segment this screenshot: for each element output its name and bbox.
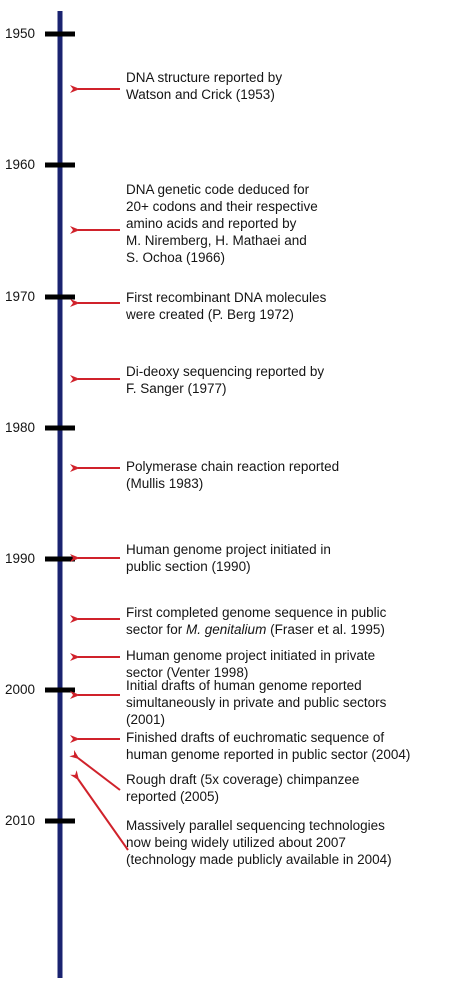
event-text: Human genome project initiated in privat…: [126, 647, 375, 681]
event-text-segment: sector for: [126, 622, 187, 637]
event-text-segment: Initial drafts of human genome reported: [126, 678, 362, 693]
event-text: Massively parallel sequencing technologi…: [126, 817, 392, 868]
event-arrow: [70, 770, 129, 851]
event-text: Polymerase chain reaction reported (Mulli…: [126, 458, 339, 492]
event-arrow: [69, 749, 121, 791]
event-text-segment: simultaneously in private and public sec…: [126, 695, 387, 710]
event-text: First recombinant DNA molecules were crea…: [126, 289, 326, 323]
event-text-line: Watson and Crick (1953): [126, 86, 282, 103]
event-text: Finished drafts of euchromatic sequence …: [126, 729, 410, 763]
event-text-line: Polymerase chain reaction reported: [126, 458, 339, 475]
event-text-line: human genome reported in public sector (…: [126, 746, 410, 763]
event-text-line: sector (Venter 1998): [126, 664, 375, 681]
event-text-line: First completed genome sequence in publi…: [126, 604, 386, 621]
event-text-line: now being widely utilized about 2007: [126, 834, 392, 851]
event-text-line: Finished drafts of euchromatic sequence …: [126, 729, 410, 746]
event-text-line: Di-deoxy sequencing reported by: [126, 363, 324, 380]
event-text-segment: F. Sanger (1977): [126, 381, 227, 396]
event-text: DNA genetic code deduced for 20+ codons a…: [126, 181, 318, 266]
event-text-segment: now being widely utilized about 2007: [126, 835, 346, 850]
event-text-segment: Polymerase chain reaction reported: [126, 459, 340, 474]
event-text-segment: reported (2005): [126, 789, 220, 804]
event-text-line: Human genome project initiated in: [126, 541, 331, 558]
event-text-segment: DNA structure reported by: [126, 70, 283, 85]
event-text-line: amino acids and reported by: [126, 215, 318, 232]
event-text-line: (technology made publicly available in 2…: [126, 851, 392, 868]
event-text-line: 20+ codons and their respective: [126, 198, 318, 215]
event-text: Di-deoxy sequencing reported by F. Sanger…: [126, 363, 324, 397]
event-text-line: were created (P. Berg 1972): [126, 306, 326, 323]
event-text-segment: Human genome project initiated in: [126, 542, 331, 557]
event-text-segment: First completed genome sequence in publi…: [126, 605, 387, 620]
event-text-segment: Finished drafts of euchromatic sequence …: [126, 730, 385, 745]
event-text-segment: (2001): [126, 712, 166, 727]
event-text-segment: DNA genetic code deduced for: [126, 182, 310, 197]
event-text-segment: human genome reported in public sector (…: [126, 747, 411, 762]
event-text-segment: Human genome project initiated in privat…: [126, 648, 376, 663]
species-name: M. genitalium: [186, 622, 267, 637]
year-label: 1960: [5, 157, 36, 172]
event-text-segment: (technology made publicly available in 2…: [126, 852, 392, 867]
event-text-line: public section (1990): [126, 558, 331, 575]
event-text-segment: Di-deoxy sequencing reported by: [126, 364, 325, 379]
year-label: 2010: [5, 813, 36, 828]
event-text-segment: S. Ochoa (1966): [126, 250, 226, 265]
event-text-line: DNA genetic code deduced for: [126, 181, 318, 198]
event-text-line: simultaneously in private and public sec…: [126, 694, 386, 711]
year-label: 1980: [5, 420, 36, 435]
event-text-segment: First recombinant DNA molecules: [126, 290, 327, 305]
event-text-segment: (Mullis 1983): [126, 476, 204, 491]
event-text-line: Rough draft (5x coverage) chimpanzee: [126, 771, 359, 788]
event-text-line: Initial drafts of human genome reported: [126, 677, 386, 694]
year-label: 1990: [5, 551, 36, 566]
year-label: 1950: [5, 26, 36, 41]
event-text: DNA structure reported by Watson and Cric…: [126, 69, 282, 103]
event-text: Human genome project initiated in public …: [126, 541, 331, 575]
event-text-segment: were created (P. Berg 1972): [126, 307, 294, 322]
event-text-segment: amino acids and reported by: [126, 216, 297, 231]
event-text-segment: public section (1990): [126, 559, 251, 574]
event-text-line: Massively parallel sequencing technologi…: [126, 817, 392, 834]
event-text-line: sector for M. genitalium (Fraser et al. …: [126, 621, 386, 638]
event-text-segment: M. Niremberg, H. Mathaei and: [126, 233, 307, 248]
event-text: First completed genome sequence in publi…: [126, 604, 386, 638]
event-text-line: F. Sanger (1977): [126, 380, 324, 397]
event-text-segment: sector (Venter 1998): [126, 665, 249, 680]
event-text-line: (Mullis 1983): [126, 475, 339, 492]
event-text-line: Human genome project initiated in privat…: [126, 647, 375, 664]
event-text-segment: Watson and Crick (1953): [126, 87, 275, 102]
event-text: Rough draft (5x coverage) chimpanzee repo…: [126, 771, 359, 805]
event-text-line: First recombinant DNA molecules: [126, 289, 326, 306]
event-text-segment: Rough draft (5x coverage) chimpanzee: [126, 772, 360, 787]
event-text-segment: (Fraser et al. 1995): [266, 622, 385, 637]
event-text-line: S. Ochoa (1966): [126, 249, 318, 266]
event-text-line: reported (2005): [126, 788, 359, 805]
event-text-line: M. Niremberg, H. Mathaei and: [126, 232, 318, 249]
year-label: 2000: [5, 682, 36, 697]
event-text-line: (2001): [126, 711, 386, 728]
event-text-segment: Massively parallel sequencing technologi…: [126, 818, 385, 833]
event-text-line: DNA structure reported by: [126, 69, 282, 86]
event-text: Initial drafts of human genome reported s…: [126, 677, 386, 728]
event-text-segment: 20+ codons and their respective: [126, 199, 318, 214]
year-label: 1970: [5, 289, 36, 304]
